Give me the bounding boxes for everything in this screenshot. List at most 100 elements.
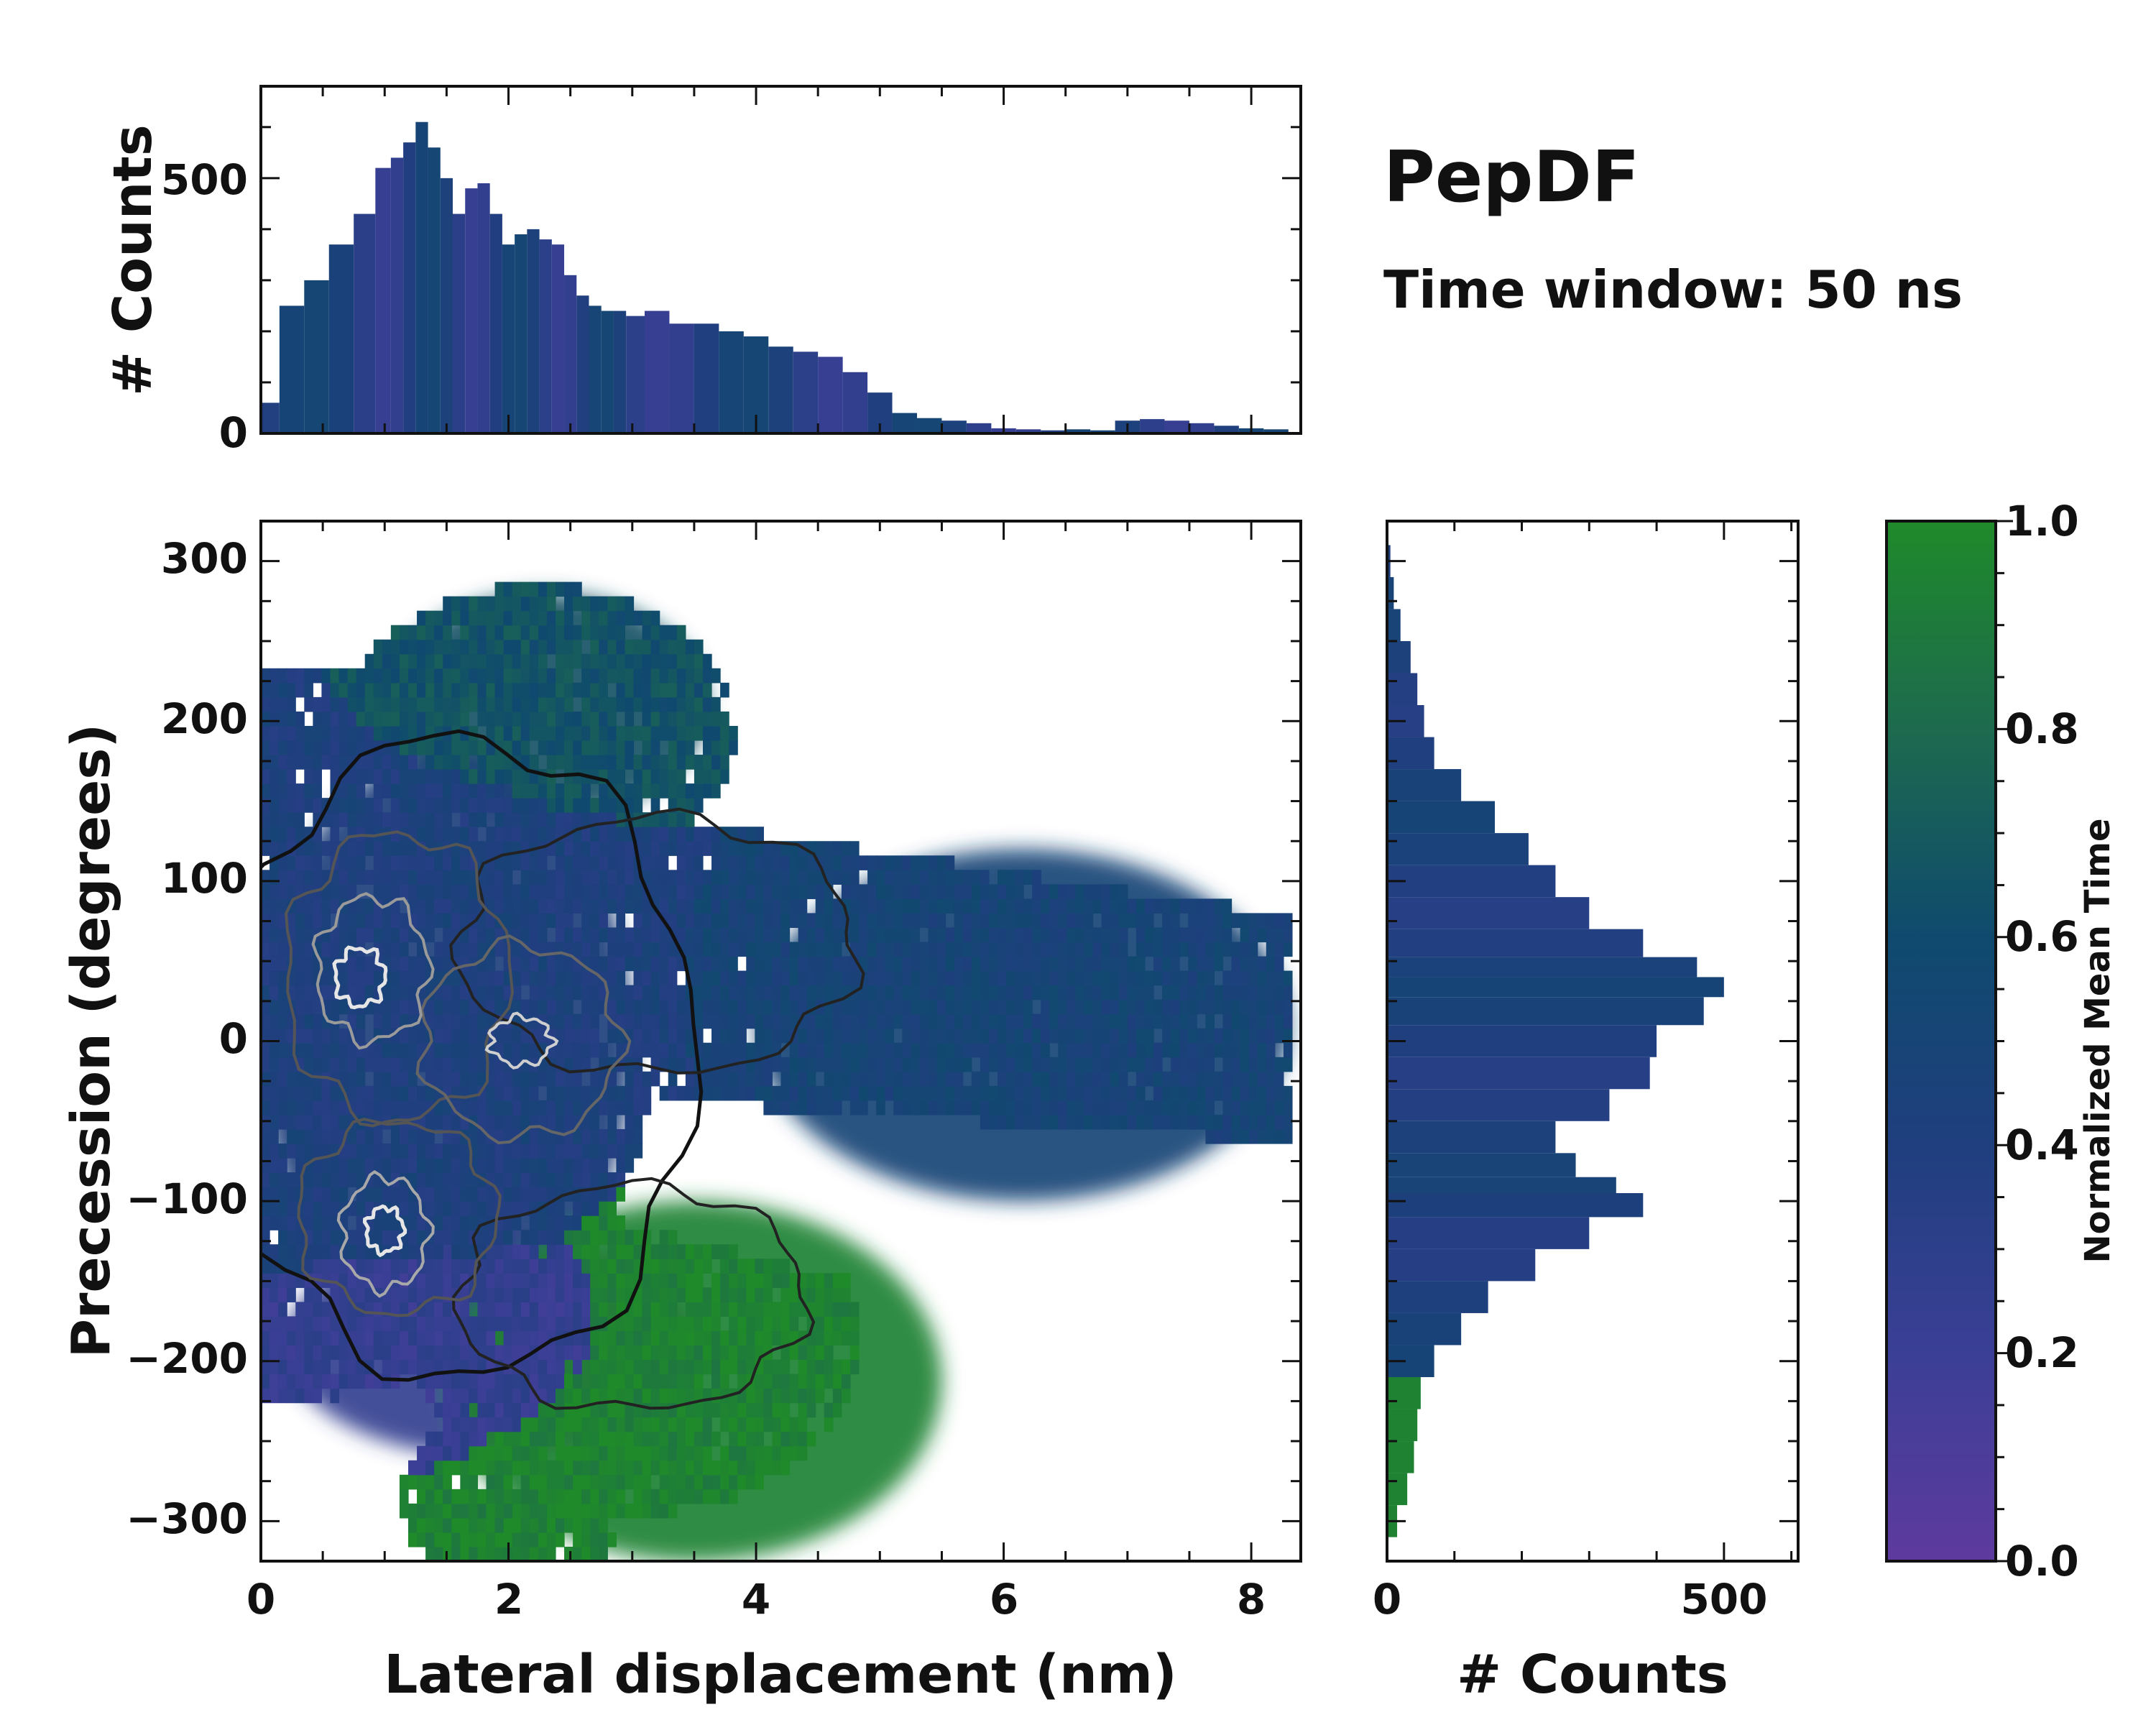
heatmap-cell-3397 [824,841,834,856]
heatmap-cell-2667 [659,999,669,1015]
heatmap-cell-3986 [1110,898,1120,914]
heatmap-cell-1863 [546,1532,556,1547]
heatmap-cell-2204 [590,1215,599,1230]
heatmap-cell-341 [313,740,323,755]
heatmap-cell-2127 [581,1417,591,1432]
heatmap-cell-3890 [1067,1071,1077,1087]
heatmap-cell-1884 [546,1215,556,1230]
heatmap-cell-64 [270,1172,279,1187]
heatmap-cell-2289 [599,855,608,870]
heatmap-cell-3141 [755,1028,764,1044]
heatmap-cell-4090 [1171,913,1180,929]
heatmap-cell-3025 [729,1330,738,1346]
heatmap-cell-283 [304,870,313,885]
heatmap-cell-3856 [1049,1085,1059,1101]
heatmap-cell-967 [425,1302,435,1317]
heatmap-cell-2857 [694,1259,704,1274]
heatmap-cell-3455 [849,1100,860,1116]
heatmap-cell-3225 [780,1388,791,1404]
heatmap-cell-3220 [780,1460,791,1476]
heatmap-cell-2285 [599,913,608,929]
heatmap-cell-1049 [434,1013,443,1029]
heatmap-cell-1115 [443,985,452,1000]
heatmap-cell-1439 [486,985,496,1000]
heatmap-cell-1649 [512,783,522,799]
heatmap-cell-3702 [971,1042,981,1058]
heatmap-cell-2166 [581,812,591,827]
heatmap-cell-1845 [538,827,548,842]
heatmap-cell-1550 [503,1287,513,1302]
heatmap-cell-2742 [668,639,678,655]
heatmap-cell-3393 [824,898,834,914]
heatmap-cell-2087 [573,1085,582,1101]
heatmap-cell-3506 [867,870,877,885]
heatmap-cell-3283 [798,1431,808,1447]
heatmap-cell-3555 [893,913,903,929]
right-hist-bar-3 [1387,640,1411,673]
heatmap-cell-1156 [451,1345,461,1361]
heatmap-cell-3396 [824,855,834,870]
heatmap-cell-816 [399,927,409,943]
heatmap-cell-2170 [581,755,591,770]
heatmap-cell-2258 [599,1374,608,1389]
heatmap-cell-630 [373,1345,383,1361]
heatmap-cell-1019 [434,1489,443,1504]
heatmap-cell-1841 [538,884,548,899]
heatmap-cell-954 [425,1517,435,1533]
heatmap-cell-1696 [520,1071,530,1087]
heatmap-cell-3569 [902,970,911,986]
heatmap-cell-3196 [772,1359,782,1375]
heatmap-cell-3650 [945,1085,955,1101]
heatmap-cell-3459 [849,1042,860,1058]
heatmap-cell-402 [330,1215,340,1230]
heatmap-cell-1460 [486,668,496,684]
heatmap-cell-259 [304,1215,313,1230]
heatmap-cell-3369 [824,1417,834,1432]
heatmap-cell-3969 [1101,898,1111,914]
heatmap-cell-3606 [919,956,929,972]
heatmap-cell-3759 [997,970,1007,986]
heatmap-cell-1395 [477,668,487,684]
heatmap-cell-2401 [616,985,626,1000]
heatmap-cell-170 [287,1071,296,1087]
heatmap-cell-2505 [633,1114,643,1130]
heatmap-cell-162 [287,1201,296,1216]
heatmap-cell-3223 [780,1417,791,1432]
heatmap-cell-1098 [443,1230,452,1245]
heatmap-cell-4044 [1144,942,1154,957]
heatmap-cell-1030 [434,1302,443,1317]
heatmap-cell-2320 [607,1345,617,1361]
heatmap-cell-3552 [893,956,903,972]
heatmap-cell-3211 [772,956,782,972]
heatmap-cell-1139 [443,639,452,655]
heatmap-cell-3257 [789,1374,799,1389]
heatmap-cell-670 [373,769,383,784]
heatmap-cell-1879 [546,1287,556,1302]
heatmap-cell-710 [382,927,392,943]
heatmap-cell-3979 [1110,999,1120,1015]
heatmap-cell-3688 [962,1013,972,1029]
heatmap-cell-108 [278,1273,287,1288]
heatmap-cell-2886 [694,668,704,684]
heatmap-cell-4168 [1222,1114,1233,1130]
heatmap-cell-2215 [590,1042,599,1058]
heatmap-cell-1834 [538,985,548,1000]
heatmap-cell-3121 [755,1474,764,1490]
heatmap-cell-2300 [599,696,608,712]
heatmap-cell-3305 [798,942,808,957]
heatmap-cell-2419 [616,725,626,741]
heatmap-cell-3804 [1023,1100,1033,1116]
heatmap-cell-3847 [1041,970,1050,986]
heatmap-cell-3653 [945,1042,955,1058]
contour-mid-3 [415,934,632,1145]
heatmap-cell-1039 [434,1172,443,1187]
heatmap-cell-3358 [815,985,825,1000]
heatmap-cell-3859 [1049,1028,1059,1044]
heatmap-cell-3376 [824,1302,834,1317]
heatmap-cell-345 [313,668,323,684]
heatmap-cell-2569 [642,927,652,943]
heatmap-cell-2512 [633,1013,643,1029]
heatmap-cell-4200 [1240,1100,1250,1116]
heatmap-cell-2423 [616,653,626,669]
heatmap-cell-1358 [477,1230,487,1245]
